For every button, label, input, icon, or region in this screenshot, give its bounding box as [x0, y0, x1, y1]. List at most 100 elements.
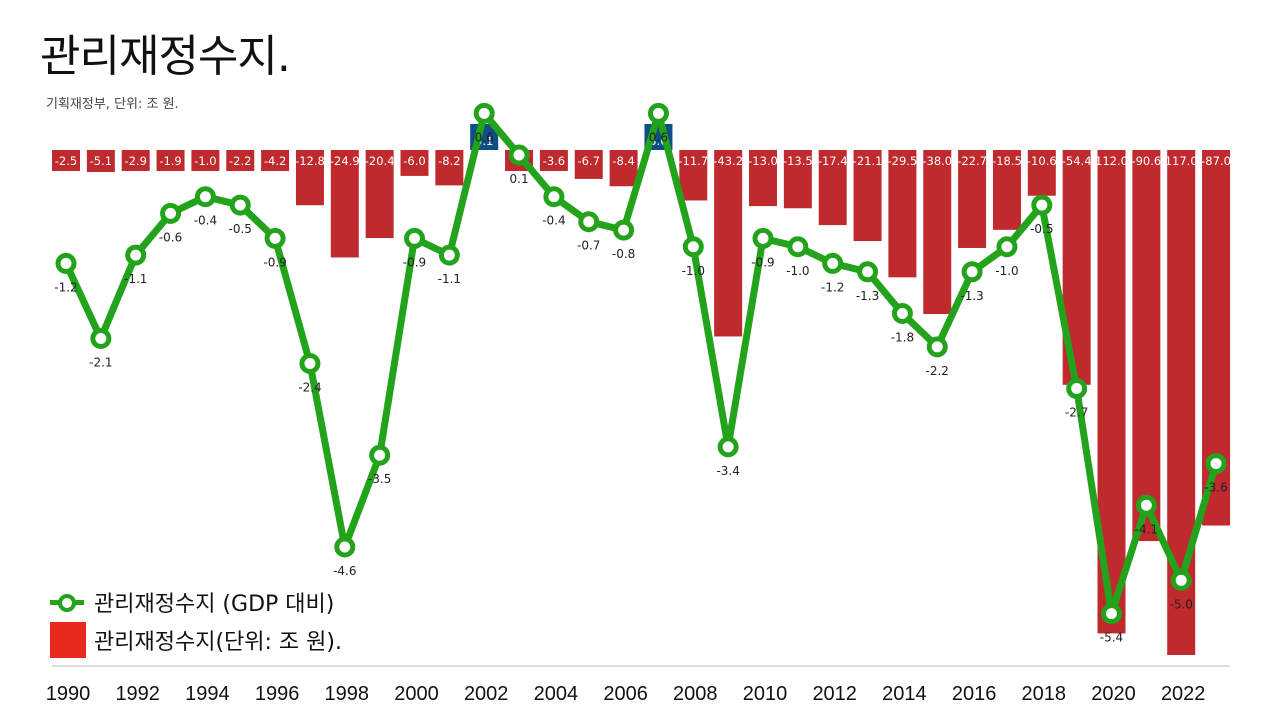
line-point-1993[interactable]	[160, 202, 182, 224]
bar-label-2005: -6.7	[578, 154, 600, 168]
bar-2010[interactable]	[749, 150, 777, 207]
legend-line-swatch-icon	[50, 592, 84, 612]
line-label-1997: -2.4	[298, 381, 321, 395]
line-label-1995: -0.5	[229, 222, 252, 236]
bar-label-2011: -13.5	[783, 154, 813, 168]
line-label-2004: -0.4	[542, 214, 565, 228]
x-tick-1992: 1992	[115, 683, 160, 705]
line-point-1997[interactable]	[299, 353, 321, 374]
bar-label-2022: 117.0	[1165, 154, 1198, 168]
bar-1991[interactable]	[86, 150, 115, 173]
x-tick-2008: 2008	[673, 683, 718, 705]
legend-line-label: 관리재정수지 (GDP 대비)	[94, 592, 335, 617]
bar-2013[interactable]	[853, 150, 882, 242]
bar-2016[interactable]	[958, 150, 987, 248]
bar-2000[interactable]	[400, 150, 429, 176]
line-label-1994: -0.4	[194, 214, 217, 228]
line-point-2000[interactable]	[404, 227, 425, 249]
bar-label-2018: -10.6	[1027, 154, 1057, 168]
bar-label-1999: -20.4	[365, 154, 395, 168]
line-label-2003: 0.1	[510, 172, 529, 186]
line-label-2022: -5.0	[1169, 597, 1192, 611]
bar-1993[interactable]	[156, 150, 185, 171]
line-point-2013[interactable]	[857, 261, 879, 283]
chart-title: 관리재정수지.	[40, 31, 291, 82]
bar-label-2020: 112.0	[1095, 154, 1128, 168]
bar-2006[interactable]	[609, 150, 638, 187]
bar-2012[interactable]	[818, 150, 847, 226]
bar-2021[interactable]	[1132, 150, 1161, 542]
line-point-2022[interactable]	[1170, 569, 1192, 591]
bar-2004[interactable]	[539, 150, 568, 171]
line-label-2012: -1.2	[821, 280, 844, 294]
bar-value-labels: -2.5 -5.1 -2.9 -1.9 -1.0 -2.2 -4.2 -12.8 -24.9 -2…	[55, 134, 1231, 168]
line-point-2001[interactable]	[438, 244, 460, 266]
legend-item-line[interactable]: 관리재정수지 (GDP 대비)	[50, 585, 342, 619]
bar-1992[interactable]	[121, 150, 150, 171]
line-point-2003[interactable]	[508, 144, 530, 166]
line-point-2021[interactable]	[1135, 494, 1157, 516]
bar-1999[interactable]	[365, 150, 394, 239]
bar-2005[interactable]	[574, 150, 603, 179]
line-point-2014[interactable]	[891, 302, 913, 324]
bar-label-1996: -4.2	[264, 154, 286, 168]
line-label-2021: -4.1	[1135, 522, 1158, 536]
line-label-1992: -1.1	[124, 272, 147, 286]
line-point-2009[interactable]	[717, 436, 739, 458]
line-label-2017: -1.0	[995, 264, 1018, 278]
bar-label-2000: -6.0	[403, 154, 425, 168]
line-point-2004[interactable]	[543, 186, 565, 208]
bar-1997[interactable]	[295, 150, 324, 206]
bar-2018[interactable]	[1027, 150, 1056, 196]
line-point-2002[interactable]	[473, 102, 495, 124]
line-point-1990[interactable]	[55, 252, 77, 274]
line-label-2020: -5.4	[1100, 631, 1123, 645]
line-point-1996[interactable]	[264, 227, 286, 249]
bar-label-1991: -5.1	[90, 154, 112, 168]
bar-2017[interactable]	[992, 150, 1021, 230]
line-point-2015[interactable]	[926, 336, 948, 358]
line-point-2023[interactable]	[1205, 453, 1227, 475]
line-point-1995[interactable]	[229, 194, 251, 216]
line-point-2019[interactable]	[1066, 378, 1088, 400]
legend-item-bar[interactable]: 관리재정수지(단위: 조 원).	[50, 622, 342, 658]
bar-label-1992: -2.9	[124, 154, 146, 168]
bar-1995[interactable]	[226, 150, 255, 171]
bar-2008[interactable]	[679, 150, 708, 201]
bar-2015[interactable]	[923, 150, 952, 315]
line-point-2006[interactable]	[613, 219, 635, 241]
line-point-2011[interactable]	[787, 236, 809, 258]
line-point-1991[interactable]	[90, 327, 112, 349]
line-label-1999: -3.5	[368, 472, 391, 486]
line-point-2012[interactable]	[822, 252, 844, 274]
line-point-2017[interactable]	[996, 236, 1018, 258]
line-point-2008[interactable]	[682, 236, 704, 258]
bar-label-2021: -90.6	[1131, 154, 1161, 168]
line-point-2007[interactable]	[647, 102, 669, 124]
line-label-2016: -1.3	[960, 289, 983, 303]
bar-2014[interactable]	[888, 150, 917, 278]
gdp-ratio-line	[62, 109, 1220, 618]
bar-1996[interactable]	[261, 150, 290, 171]
line-point-1998[interactable]	[334, 536, 356, 558]
line-label-2009: -3.4	[716, 464, 739, 478]
bar-2009[interactable]	[714, 150, 743, 337]
bar-label-2019: -54.4	[1062, 154, 1092, 168]
line-point-1999[interactable]	[369, 444, 391, 466]
line-point-1992[interactable]	[125, 244, 147, 266]
bar-2011[interactable]	[783, 150, 812, 209]
line-point-1994[interactable]	[194, 186, 216, 208]
bar-label-1997: -12.8	[295, 154, 325, 168]
x-tick-2012: 2012	[812, 683, 857, 705]
line-point-2016[interactable]	[961, 261, 983, 283]
line-point-2018[interactable]	[1031, 194, 1053, 216]
line-point-2010[interactable]	[752, 227, 774, 249]
bar-1990[interactable]	[52, 150, 80, 171]
bar-2001[interactable]	[435, 150, 464, 186]
line-label-1998: -4.6	[333, 564, 356, 578]
bar-label-2012: -17.4	[818, 154, 848, 168]
bar-1998[interactable]	[330, 150, 359, 258]
line-point-2005[interactable]	[578, 211, 600, 233]
bar-1994[interactable]	[191, 150, 220, 171]
line-point-2020[interactable]	[1101, 603, 1122, 625]
